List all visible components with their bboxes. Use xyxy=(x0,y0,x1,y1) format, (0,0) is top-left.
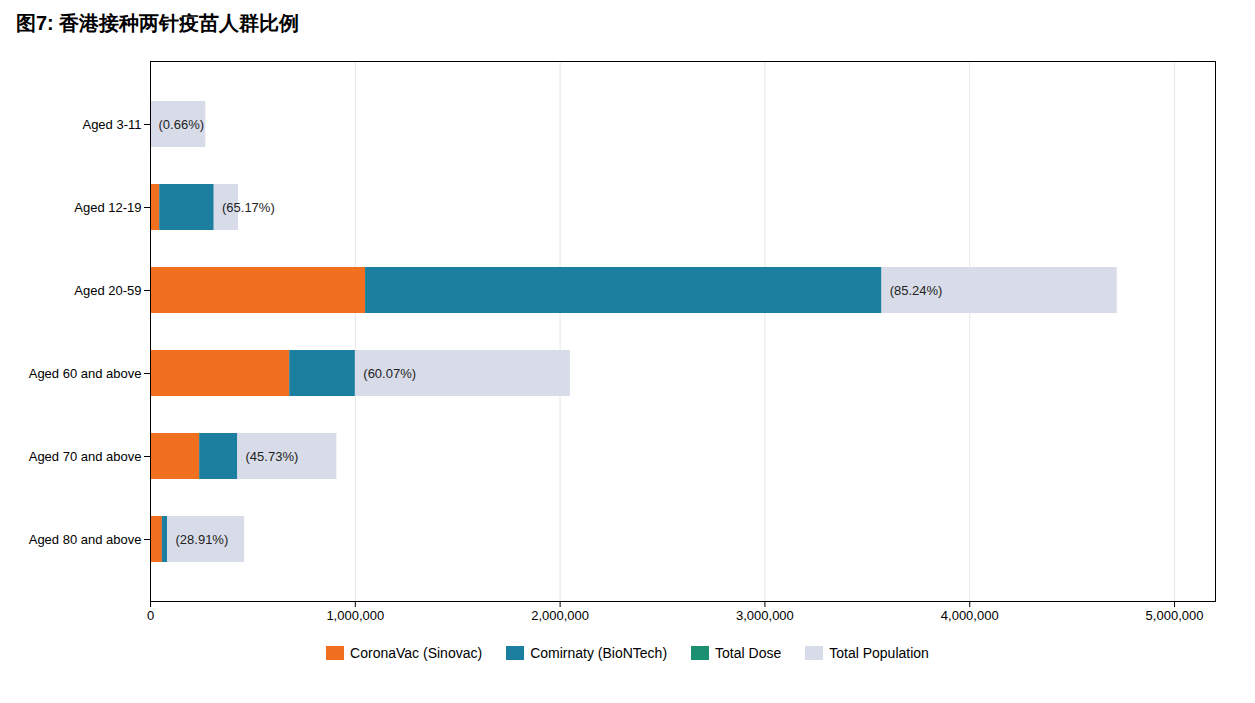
svg-text:(60.07%): (60.07%) xyxy=(363,366,416,381)
svg-text:(45.73%): (45.73%) xyxy=(246,449,299,464)
svg-text:(65.17%): (65.17%) xyxy=(222,200,275,215)
svg-text:(0.66%): (0.66%) xyxy=(159,117,205,132)
svg-text:5,000,000: 5,000,000 xyxy=(1146,608,1204,623)
svg-text:Aged 12-19: Aged 12-19 xyxy=(74,200,141,215)
html-text:CoronaVac (Sinovac): CoronaVac (Sinovac) xyxy=(350,645,483,661)
svg-text:Aged 20-59: Aged 20-59 xyxy=(74,283,141,298)
svg-text:3,000,000: 3,000,000 xyxy=(736,608,794,623)
svg-text:Aged 60 and above: Aged 60 and above xyxy=(29,366,142,381)
svg-text:4,000,000: 4,000,000 xyxy=(941,608,999,623)
html-text:Total Population: Total Population xyxy=(829,645,929,661)
svg-text:2,000,000: 2,000,000 xyxy=(531,608,589,623)
svg-text:Aged 80 and above: Aged 80 and above xyxy=(29,532,142,547)
svg-text:Aged 70 and above: Aged 70 and above xyxy=(29,449,142,464)
svg-text:1,000,000: 1,000,000 xyxy=(326,608,384,623)
html-text:图7: 香港接种两针疫苗人群比例: 图7: 香港接种两针疫苗人群比例 xyxy=(16,12,300,34)
svg-text:0: 0 xyxy=(147,608,154,623)
svg-text:Aged 3-11: Aged 3-11 xyxy=(82,117,141,132)
svg-text:(85.24%): (85.24%) xyxy=(890,283,943,298)
html-text:Total Dose: Total Dose xyxy=(715,645,782,661)
html-text:Comirnaty (BioNTech): Comirnaty (BioNTech) xyxy=(530,645,668,661)
svg-text:(28.91%): (28.91%) xyxy=(175,532,228,547)
